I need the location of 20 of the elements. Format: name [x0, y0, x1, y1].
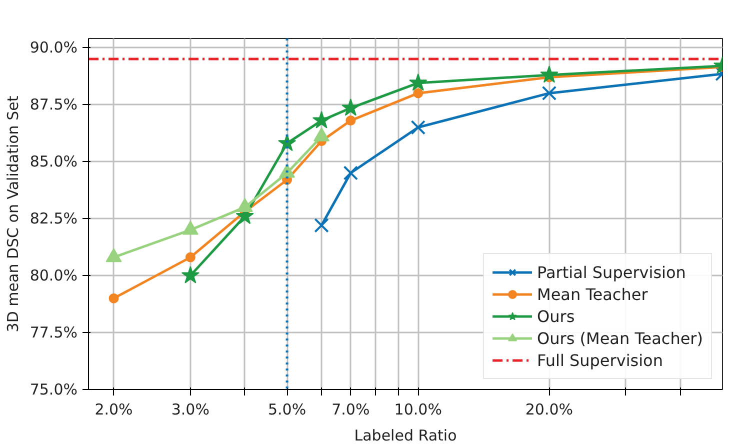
x-axis-title: Labeled Ratio — [354, 426, 457, 444]
x-tick-label: 20.0% — [525, 400, 574, 418]
legend-label: Mean Teacher — [537, 284, 648, 304]
y-tick-label: 85.0% — [30, 152, 78, 171]
legend-label: Partial Supervision — [537, 262, 686, 282]
y-tick-label: 90.0% — [30, 38, 78, 57]
x-tick-label: 2.0% — [94, 400, 133, 418]
y-tick-label: 80.0% — [30, 266, 78, 285]
y-tick-label: 77.5% — [30, 324, 78, 342]
y-axis-title: 3D mean DSC on Validation Set — [4, 96, 22, 332]
y-tick-label: 87.5% — [30, 96, 78, 114]
legend-label: Ours — [537, 306, 575, 326]
y-tick-label: 75.0% — [30, 380, 78, 398]
y-tick-label: 82.5% — [30, 210, 78, 228]
x-tick-label: 10.0% — [394, 400, 442, 418]
legend-label: Full Supervision — [537, 350, 663, 370]
x-tick-label: 7.0% — [332, 400, 370, 418]
x-tick-label: 3.0% — [171, 400, 210, 418]
x-tick-label: 5.0% — [268, 400, 306, 418]
legend-label: Ours (Mean Teacher) — [537, 328, 703, 348]
